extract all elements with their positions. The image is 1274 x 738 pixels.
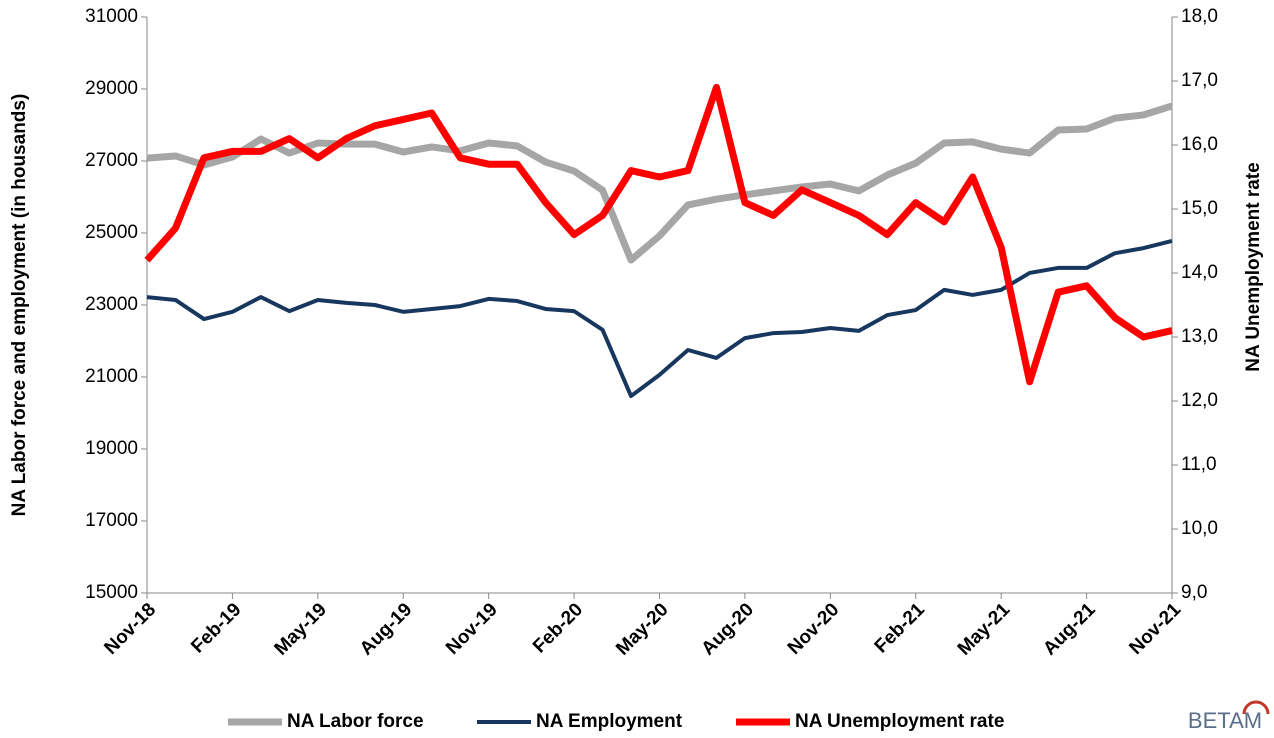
y-tick-label: 23000 [85,294,138,315]
x-tick-label: Feb-19 [187,599,245,657]
logo: BETAM [1188,708,1262,733]
y-tick-label: 29000 [85,78,138,99]
series-line [146,238,1173,399]
y2-axis-label: NA Unemployment rate [1243,162,1264,371]
legend-label: NA Employment [536,711,683,732]
legend-label: NA Labor force [287,711,424,732]
y2-tick-label: 16,0 [1181,134,1218,155]
y-tick-label: 21000 [85,366,138,387]
x-tick-label: Nov-21 [1125,599,1185,659]
y2-tick-label: 11,0 [1181,454,1217,475]
x-tick-label: Aug-21 [1039,599,1100,660]
x-tick-label: Feb-21 [871,599,929,657]
legend-label: NA Unemployment rate [795,711,1004,732]
y2-tick-label: 13,0 [1181,326,1218,347]
x-tick-label: May-19 [271,599,331,659]
series-line [144,83,1173,386]
y-axis-label: NA Labor force and employment (in housan… [9,94,30,517]
y2-tick-label: 9,0 [1181,582,1207,603]
y2-tick-label: 10,0 [1181,518,1218,539]
x-tick-label: May-20 [612,599,672,659]
x-tick-label: May-21 [954,599,1015,660]
x-tick-label: Nov-20 [784,599,844,659]
x-tick-label: Aug-19 [356,599,416,659]
y2-tick-label: 12,0 [1181,390,1218,411]
x-tick-label: Nov-19 [442,599,502,659]
y-tick-label: 27000 [85,150,138,171]
y-tick-label: 31000 [85,6,138,27]
y2-tick-label: 14,0 [1181,262,1218,283]
x-tick-label: Aug-20 [698,599,758,659]
x-tick-label: Nov-18 [100,599,160,659]
y2-tick-label: 15,0 [1181,198,1218,219]
x-tick-label: Feb-20 [529,599,587,657]
y2-tick-label: 18,0 [1181,6,1218,27]
y-tick-label: 15000 [85,582,138,603]
logo-arc [1242,700,1270,715]
y-tick-label: 17000 [85,510,138,531]
y-tick-label: 25000 [85,222,138,243]
y-tick-label: 19000 [85,438,138,459]
y2-tick-label: 17,0 [1181,70,1218,91]
series-line [146,102,1174,264]
